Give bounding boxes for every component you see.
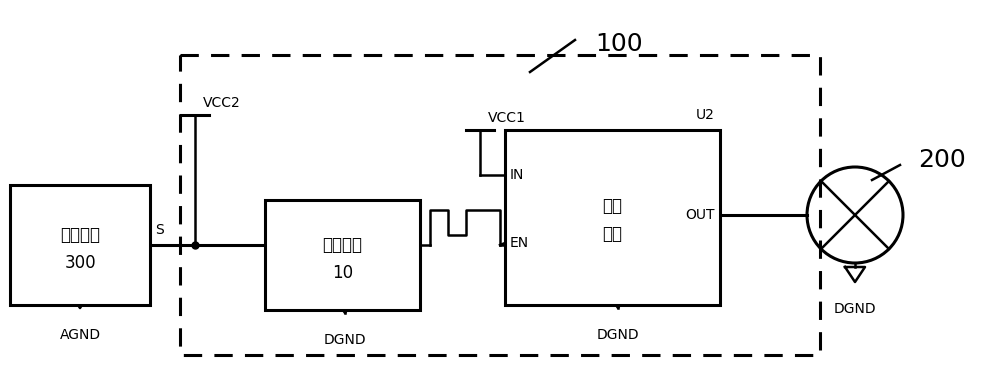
Text: AGND: AGND — [59, 328, 101, 342]
Text: 300: 300 — [64, 254, 96, 272]
Text: EN: EN — [510, 236, 529, 250]
Text: 检测电路: 检测电路 — [60, 226, 100, 244]
Bar — [265, 200, 420, 310]
Text: IN: IN — [510, 168, 524, 182]
Text: 100: 100 — [595, 32, 643, 56]
Text: DGND: DGND — [324, 333, 366, 347]
Text: 10: 10 — [332, 264, 353, 282]
Bar — [10, 185, 150, 305]
Text: 隔离电路: 隔离电路 — [322, 236, 362, 254]
Bar — [505, 130, 720, 305]
Text: S: S — [155, 223, 164, 237]
Text: 200: 200 — [918, 148, 966, 172]
Text: OUT: OUT — [686, 208, 715, 222]
Text: 稳压: 稳压 — [602, 197, 622, 215]
Text: 电源: 电源 — [602, 224, 622, 243]
Text: VCC2: VCC2 — [203, 96, 241, 110]
Text: DGND: DGND — [597, 328, 639, 342]
Text: VCC1: VCC1 — [488, 111, 526, 125]
Text: U2: U2 — [696, 108, 715, 122]
Text: DGND: DGND — [834, 302, 876, 316]
Bar — [180, 55, 820, 355]
